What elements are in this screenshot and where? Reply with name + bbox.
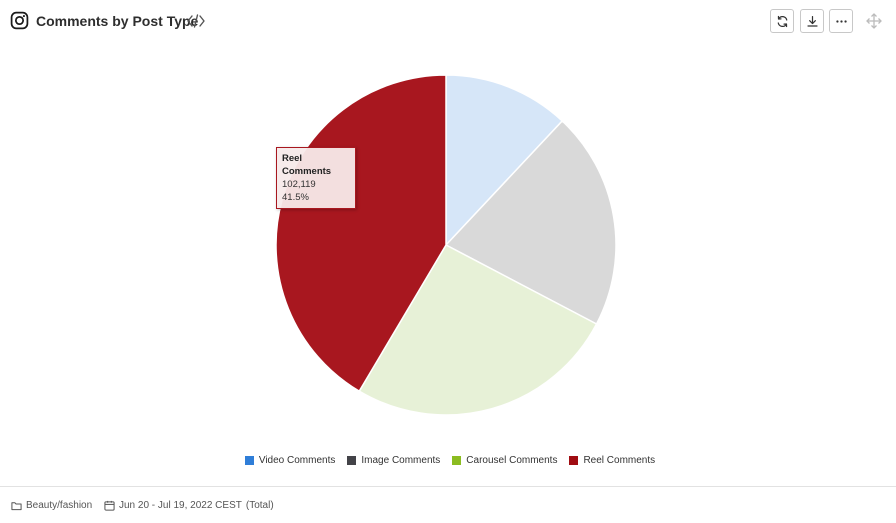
date-range: Jun 20 - Jul 19, 2022 CEST: [119, 500, 242, 511]
legend-item-carousel-comments[interactable]: Carousel Comments: [452, 452, 557, 468]
legend-swatch: [452, 455, 462, 465]
move-arrows-icon[interactable]: [865, 12, 883, 30]
pie-slice-image-comments[interactable]: [445, 120, 617, 325]
widget-header: Comments by Post Type: [0, 0, 896, 42]
refresh-icon: [777, 15, 787, 27]
footer-divider: [0, 486, 896, 487]
calendar-icon: [104, 500, 115, 511]
legend-swatch: [569, 455, 579, 465]
legend-item-image-comments[interactable]: Image Comments: [347, 452, 440, 468]
more-horizontal-icon: [835, 19, 847, 23]
pie-chart-area: [0, 42, 896, 442]
download-icon: [806, 15, 818, 27]
legend-swatch: [244, 455, 254, 465]
widget-footer: Beauty/fashion Jun 20 - Jul 19, 2022 CES…: [0, 498, 896, 516]
more-options-button[interactable]: [829, 9, 853, 33]
chart-legend: Video Comments Image Comments Carousel C…: [0, 452, 896, 468]
tooltip-series-name: Reel Comments: [282, 153, 332, 177]
code-embed-icon[interactable]: [187, 13, 205, 29]
tooltip-percent: 41.5%: [282, 192, 309, 203]
pie-slice-carousel-comments[interactable]: [358, 244, 598, 416]
legend-label: Image Comments: [361, 454, 441, 466]
date-scope: (Total): [245, 500, 274, 511]
legend-swatch: [347, 455, 357, 465]
legend-item-video-comments[interactable]: Video Comments: [244, 452, 336, 468]
legend-label: Video Comments: [258, 454, 336, 466]
folder-name: Beauty/fashion: [26, 500, 93, 511]
refresh-button[interactable]: [770, 9, 794, 33]
pie-slice-video-comments[interactable]: [445, 74, 563, 246]
widget-title: Comments by Post Type: [36, 13, 199, 29]
pie-chart: [275, 74, 617, 416]
legend-item-reel-comments[interactable]: Reel Comments: [569, 452, 655, 468]
date-range-info: Jun 20 - Jul 19, 2022 CEST (Total): [104, 500, 274, 511]
chart-tooltip: Reel Comments 102,119 41.5%: [276, 147, 356, 209]
tooltip-value: 102,119: [282, 179, 316, 190]
folder-info: Beauty/fashion: [11, 500, 92, 511]
legend-label: Carousel Comments: [466, 454, 558, 466]
instagram-icon: [10, 11, 29, 30]
legend-label: Reel Comments: [583, 454, 656, 466]
download-button[interactable]: [800, 9, 824, 33]
folder-icon: [11, 501, 22, 510]
